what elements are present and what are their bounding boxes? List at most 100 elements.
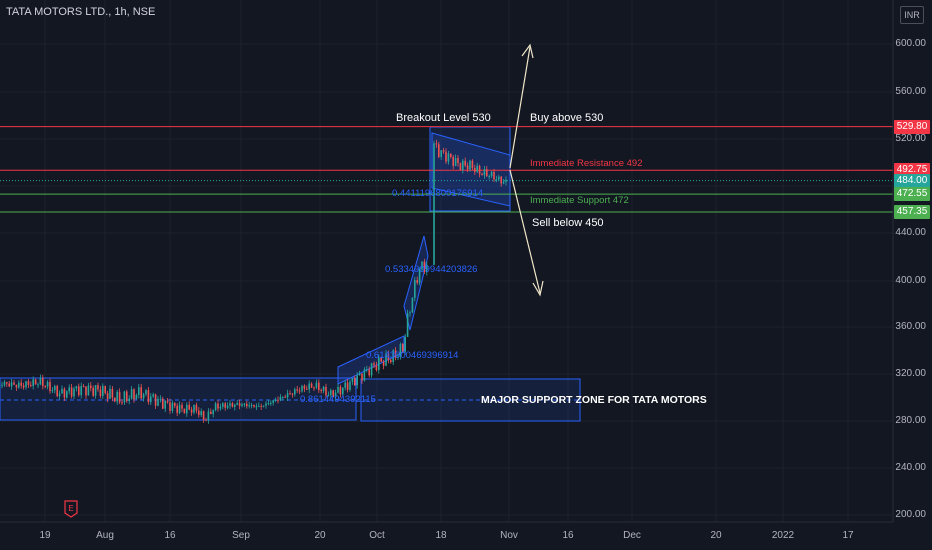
candle-body bbox=[142, 394, 145, 399]
candle-body bbox=[332, 390, 334, 398]
candle-body bbox=[476, 165, 478, 172]
candle-body bbox=[279, 396, 282, 401]
candle-body bbox=[63, 388, 66, 398]
candle-body bbox=[176, 405, 178, 413]
fib-label-2: 0.5334909944203826 bbox=[385, 264, 478, 275]
candle-body bbox=[474, 168, 476, 172]
candle-body bbox=[382, 361, 385, 366]
rising-channel-1 bbox=[337, 335, 405, 385]
time-axis-tick: 18 bbox=[435, 530, 447, 541]
sell-label: Sell below 450 bbox=[532, 217, 604, 229]
currency-badge[interactable]: INR bbox=[900, 6, 924, 24]
candle-body bbox=[174, 402, 176, 406]
resistance-label: Immediate Resistance 492 bbox=[530, 158, 643, 169]
candle-body bbox=[68, 387, 70, 392]
candle-body bbox=[440, 150, 442, 157]
price-tag: 529.80 bbox=[894, 119, 930, 134]
falling-channel bbox=[431, 132, 511, 207]
candle-body bbox=[368, 369, 370, 376]
candle-body bbox=[380, 357, 382, 362]
candle-body bbox=[402, 344, 404, 352]
support-label: Immediate Support 472 bbox=[530, 195, 629, 206]
candle-body bbox=[406, 313, 409, 337]
candle-body bbox=[495, 179, 498, 181]
candle-body bbox=[44, 386, 46, 388]
candle-body bbox=[270, 402, 272, 404]
candle-body bbox=[152, 394, 154, 397]
candle-body bbox=[229, 403, 231, 406]
candle-body bbox=[435, 143, 438, 145]
candle-body bbox=[46, 381, 49, 387]
candle-body bbox=[241, 404, 243, 406]
candle-body bbox=[394, 350, 397, 358]
candle-body bbox=[308, 383, 310, 390]
candle-body bbox=[500, 176, 502, 184]
candle-body bbox=[426, 264, 428, 273]
candle-body bbox=[450, 153, 452, 158]
candle-body bbox=[212, 410, 214, 415]
candle-body bbox=[486, 169, 488, 177]
candle-body bbox=[202, 411, 205, 420]
candle-body bbox=[224, 403, 226, 408]
time-axis-tick: 16 bbox=[562, 530, 574, 541]
candle-body bbox=[260, 405, 262, 407]
candle-body bbox=[387, 353, 390, 360]
candle-body bbox=[123, 391, 126, 403]
candle-body bbox=[80, 386, 82, 396]
candle-body bbox=[150, 396, 152, 403]
sell-arrow bbox=[509, 169, 541, 294]
candle-body bbox=[272, 400, 274, 403]
candle-body bbox=[97, 385, 99, 390]
candle-body bbox=[351, 377, 354, 382]
candle-body bbox=[291, 393, 294, 395]
candle-body bbox=[301, 385, 303, 392]
candle-body bbox=[128, 398, 130, 401]
candle-body bbox=[411, 297, 414, 313]
svg-text:E: E bbox=[68, 504, 73, 513]
candle-body bbox=[234, 404, 236, 407]
candle-body bbox=[188, 404, 190, 410]
candle-body bbox=[488, 176, 490, 178]
candle-body bbox=[445, 151, 447, 162]
candle-body bbox=[193, 404, 195, 413]
time-axis-tick: Dec bbox=[623, 530, 641, 541]
candle-body bbox=[133, 389, 135, 400]
candle-body bbox=[464, 160, 466, 166]
candle-body bbox=[344, 382, 346, 388]
candle-body bbox=[447, 153, 450, 162]
candle-body bbox=[325, 386, 327, 396]
chart-grid bbox=[0, 0, 893, 522]
candle-body bbox=[73, 388, 75, 397]
candle-body bbox=[82, 386, 85, 388]
candle-body bbox=[327, 394, 330, 396]
candle-body bbox=[114, 397, 116, 402]
candle-body bbox=[250, 404, 253, 406]
candle-body bbox=[118, 391, 121, 403]
candle-body bbox=[296, 389, 298, 391]
time-axis-tick: Nov bbox=[500, 530, 518, 541]
candle-body bbox=[30, 384, 32, 386]
candle-body bbox=[106, 393, 109, 399]
candle-body bbox=[390, 359, 392, 363]
price-axis-tick: 360.00 bbox=[895, 321, 926, 332]
candle-body bbox=[135, 394, 138, 400]
candle-body bbox=[442, 150, 445, 152]
earnings-icon[interactable]: E bbox=[64, 500, 78, 518]
candle-body bbox=[330, 390, 332, 395]
candle-body bbox=[358, 373, 361, 376]
candle-body bbox=[42, 377, 44, 387]
chart-title: TATA MOTORS LTD., 1h, NSE bbox=[6, 6, 156, 18]
price-axis-tick: 320.00 bbox=[895, 368, 926, 379]
breakout-label: Breakout Level 530 bbox=[396, 112, 491, 124]
candle-body bbox=[205, 419, 207, 421]
candle-body bbox=[438, 144, 440, 157]
candle-body bbox=[255, 406, 258, 408]
candle-body bbox=[265, 403, 267, 406]
candle-body bbox=[214, 403, 217, 411]
candle-body bbox=[284, 396, 286, 398]
candle-body bbox=[226, 405, 229, 408]
candle-body bbox=[246, 403, 248, 407]
candle-body bbox=[416, 280, 418, 283]
candle-body bbox=[94, 385, 97, 396]
